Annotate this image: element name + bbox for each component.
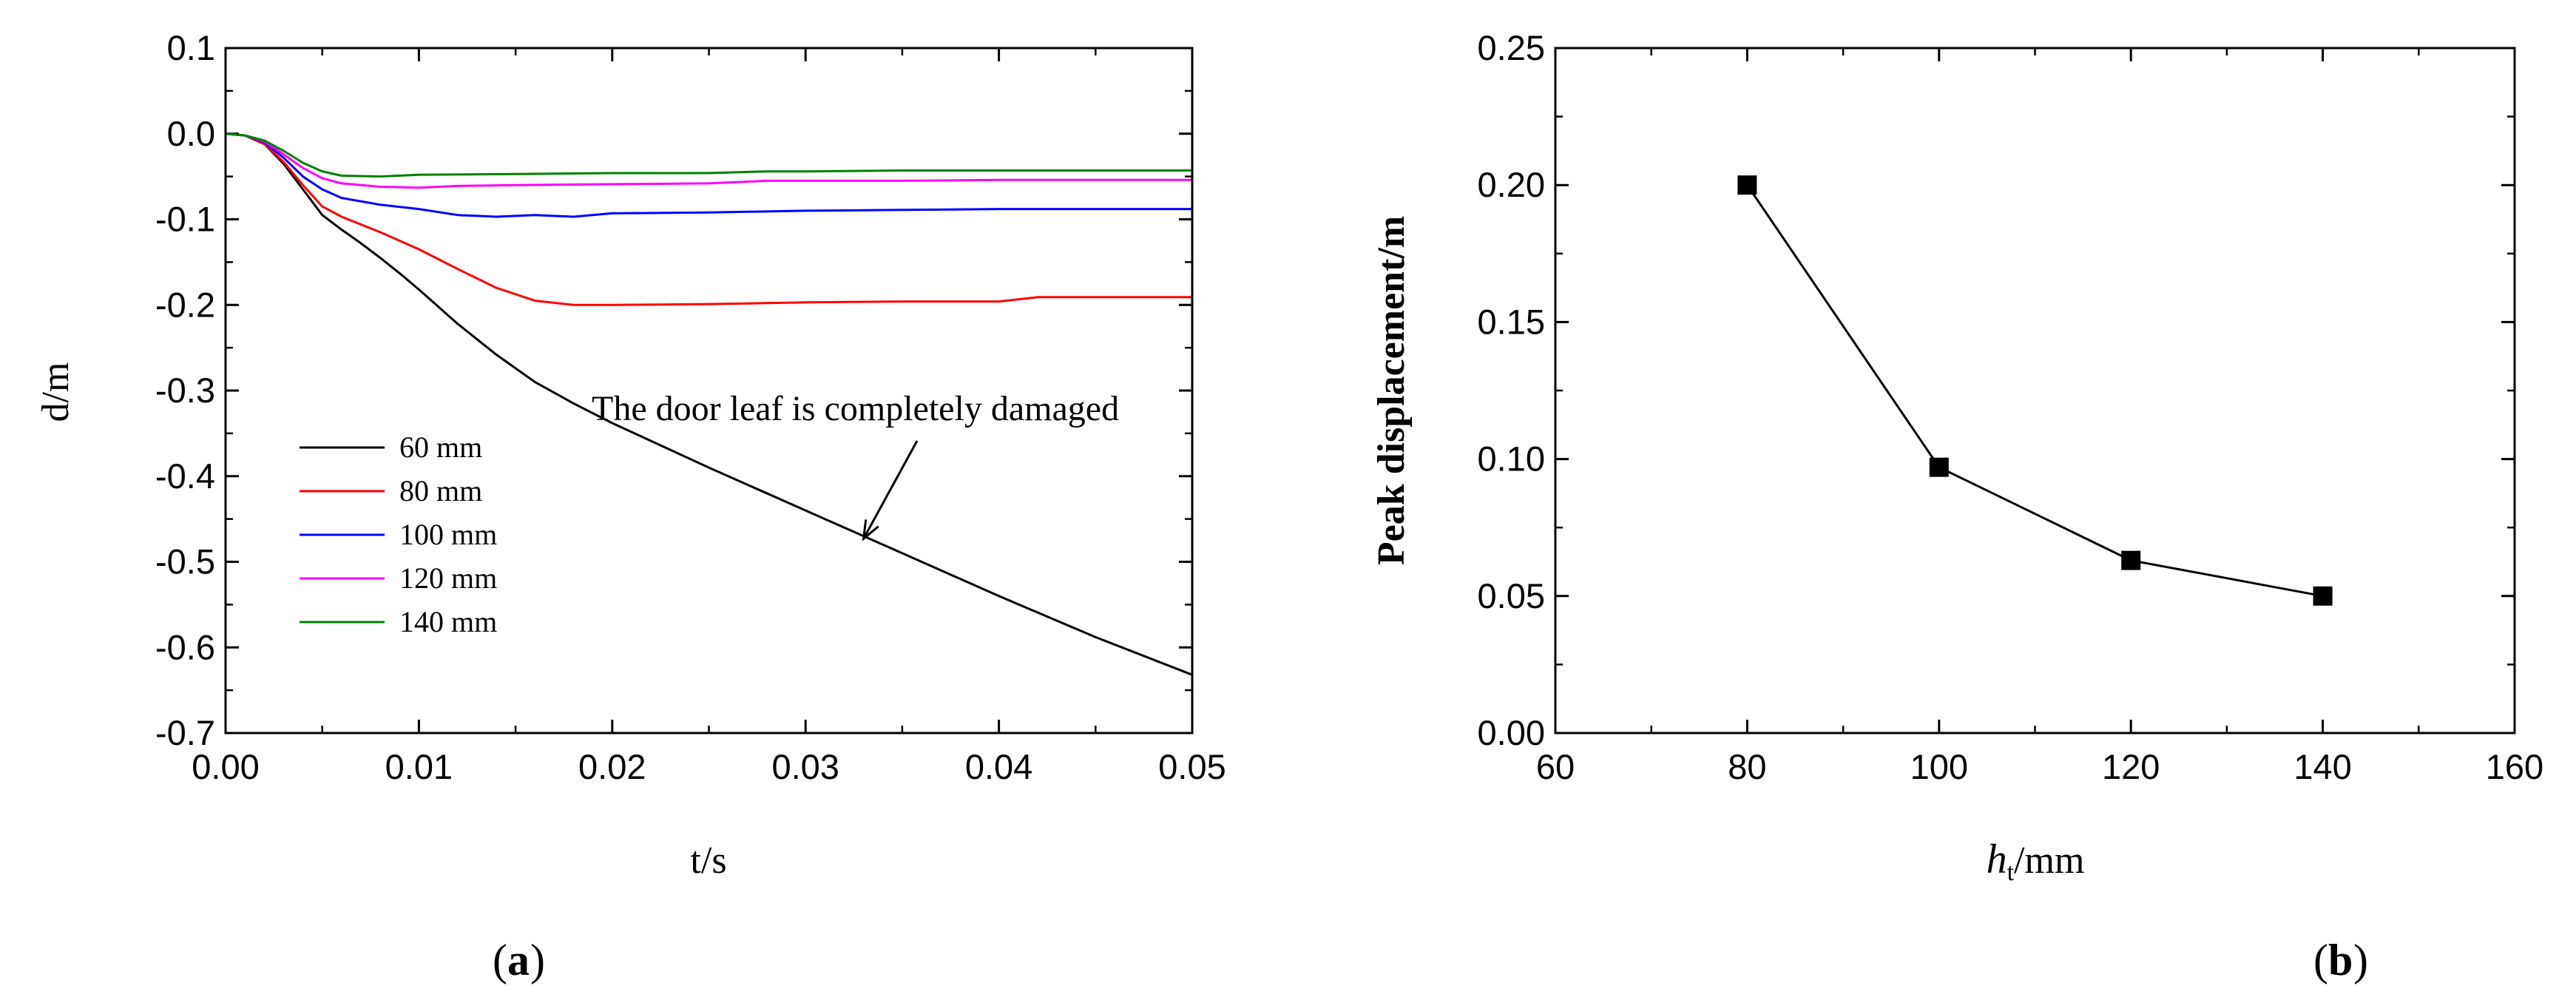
panel-b-label-open: (: [2313, 936, 2328, 985]
panel-b-chart: 60 80 100 120 140 160 0.25 0.20 0.15 0.10 0.05 0.0…: [1370, 28, 2543, 985]
x-tick-label: 0.05: [1158, 747, 1226, 786]
panel-b-label: b: [2328, 936, 2353, 985]
y-tick-label: -0.1: [155, 200, 215, 239]
panel-a-plot-frame: [224, 47, 1194, 734]
series-line-60-mm: [225, 132, 1193, 676]
panel-a-x-tick-labels: 0.00 0.01 0.02 0.03 0.04 0.05: [192, 747, 1226, 786]
panel-a-label: a: [507, 936, 530, 985]
y-tick-label: 0.1: [167, 28, 215, 67]
y-tick-label: -0.5: [155, 542, 215, 581]
legend-label: 60 mm: [399, 430, 482, 464]
y-tick-label: 0.15: [1478, 302, 1545, 341]
data-point-marker: [2121, 550, 2141, 570]
y-tick-label: 0.00: [1478, 713, 1545, 752]
x-tick-label: 120: [2102, 747, 2160, 786]
panel-b-y-tick-labels: 0.25 0.20 0.15 0.10 0.05 0.00: [1478, 28, 1545, 752]
panel-b-series: [1737, 175, 2333, 606]
x-tick-label: 100: [1910, 747, 1968, 786]
panel-b-y-axis-title: Peak displacement/m: [1370, 216, 1413, 565]
legend-label: 140 mm: [399, 605, 497, 638]
panel-b-x-tick-labels: 60 80 100 120 140 160: [1536, 747, 2543, 786]
x-tick-label: 140: [2293, 747, 2351, 786]
panel-a-y-axis-title: d/m: [35, 362, 77, 422]
data-point-marker: [2313, 586, 2333, 606]
y-tick-label: 0.10: [1478, 439, 1545, 479]
y-tick-label: 0.0: [167, 114, 215, 153]
x-tick-label: 160: [2486, 747, 2543, 786]
x-tick-label: 0.03: [771, 747, 839, 786]
panel-b-x-axis-title: ht/mm: [1987, 837, 2085, 886]
x-tick-label: 0.00: [192, 747, 259, 786]
series-line-0: [1746, 184, 2323, 598]
y-tick-label: -0.4: [155, 456, 215, 496]
x-tick-label: 0.01: [385, 747, 453, 786]
panel-b-x-axis-title-sub: t: [2007, 859, 2015, 886]
x-tick-label: 60: [1536, 747, 1575, 786]
y-tick-label: -0.7: [155, 713, 215, 752]
y-tick-label: -0.3: [155, 371, 215, 410]
panel-b-label-close: ): [2353, 936, 2368, 985]
x-tick-label: 0.02: [578, 747, 646, 786]
data-point-marker: [1929, 457, 1949, 477]
panel-b-plot-frame: [1554, 47, 2516, 734]
series-line-80-mm: [225, 132, 1192, 306]
panel-a-label-open: (: [493, 936, 507, 985]
legend-label: 80 mm: [399, 474, 482, 507]
x-tick-label: 0.04: [965, 747, 1032, 786]
y-tick-label: -0.2: [155, 285, 215, 324]
y-tick-label: -0.6: [155, 627, 215, 666]
panel-a-legend: 60 mm 80 mm 100 mm 120 mm 140 mm: [300, 430, 497, 638]
annotation-arrow-head: [862, 519, 879, 541]
panel-a-chart: 0.00 0.01 0.02 0.03 0.04 0.05 0.1 0.0 -0.1 -0.2 -…: [35, 28, 1226, 985]
y-tick-label: 0.05: [1478, 576, 1545, 615]
annotation-arrow-shaft: [862, 440, 919, 539]
panel-a-annotation-arrow: [862, 440, 919, 541]
panel-a-annotation-text: The door leaf is completely damaged: [592, 389, 1119, 428]
panel-a-label-close: ): [530, 936, 545, 985]
panel-b-x-axis-title-var: h: [1987, 837, 2007, 882]
panel-a-series: [225, 132, 1193, 676]
y-tick-label: 0.20: [1478, 165, 1545, 204]
series-line-120-mm: [225, 132, 1192, 189]
series-line-100-mm: [225, 132, 1192, 218]
legend-label: 120 mm: [399, 561, 497, 595]
x-tick-label: 80: [1728, 747, 1766, 786]
y-tick-label: 0.25: [1478, 28, 1545, 67]
panel-a-y-tick-labels: 0.1 0.0 -0.1 -0.2 -0.3 -0.4 -0.5 -0.6 -0.7: [155, 28, 215, 752]
data-point-marker: [1737, 175, 1757, 195]
panel-b-x-axis-title-unit: /mm: [2014, 840, 2084, 882]
legend-label: 100 mm: [399, 518, 497, 551]
panel-a-x-axis-title: t/s: [690, 840, 726, 882]
series-line-140-mm: [225, 132, 1192, 178]
panel-b-ticks: [1554, 47, 2516, 734]
